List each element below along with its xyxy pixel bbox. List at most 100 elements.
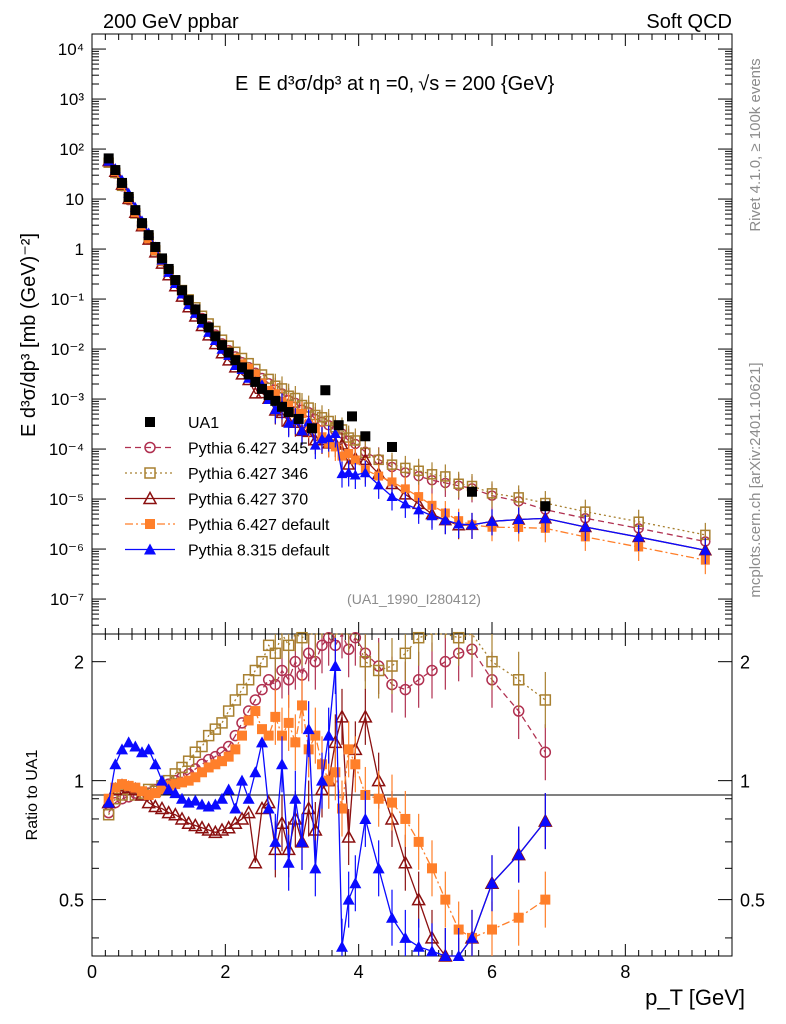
main-point-p8 — [426, 510, 438, 521]
ratio-point-p8 — [242, 792, 255, 804]
ratio-point-p64def — [540, 894, 551, 905]
main-point-p64def — [297, 409, 307, 419]
ratio-point-p64def — [257, 724, 267, 735]
ratio-point-p346 — [229, 694, 242, 706]
y-tick-label: 10⁻⁴ — [49, 440, 84, 459]
main-point-p346 — [513, 492, 524, 503]
ratio-point-p346 — [262, 639, 275, 652]
main-point-p346 — [400, 462, 411, 474]
ratio-point-p64def — [270, 711, 281, 722]
main-point-p8 — [439, 514, 451, 525]
ratio-point-p64def — [263, 730, 274, 741]
ratio-line-p346 — [108, 632, 546, 815]
ratio-point-p64def — [250, 706, 261, 717]
ratio-point-p346 — [412, 631, 425, 644]
ratio-point-p370 — [241, 805, 256, 819]
main-point-p8 — [373, 479, 385, 490]
ratio-point-p346 — [359, 655, 372, 668]
ratio-point-p8 — [336, 940, 348, 952]
legend-marker — [144, 467, 156, 479]
ua1-point — [217, 340, 227, 351]
ratio-point-p8 — [372, 862, 385, 874]
ratio-point-p346 — [169, 768, 182, 780]
ratio-point-p8 — [426, 945, 438, 957]
ua1-point — [250, 376, 261, 387]
ratio-point-p64def — [143, 789, 154, 800]
ratio-point-p346 — [102, 808, 115, 821]
main-point-p64def — [414, 492, 424, 502]
ua1-point — [230, 355, 241, 366]
ua1-point — [143, 230, 154, 241]
main-point-p8 — [486, 515, 498, 526]
ua1-point — [170, 275, 181, 286]
ratio-point-p346 — [256, 655, 268, 668]
y-tick-label: 10 — [65, 190, 84, 209]
ratio-point-p64def — [400, 813, 411, 824]
ratio-point-p8 — [269, 835, 282, 847]
ua1-point — [137, 218, 147, 229]
ratio-point-p8 — [216, 792, 228, 804]
ua1-point — [110, 165, 121, 176]
x-tick-label: 0 — [87, 962, 97, 982]
plot-title-obs: E d³σ/dp³ at η =0, — [258, 73, 414, 95]
ratio-point-p64def — [237, 730, 247, 741]
ratio-point-p64def — [150, 788, 161, 799]
main-series-p64def — [104, 156, 710, 575]
main-point-p64def — [250, 369, 260, 379]
ratio-point-p8 — [539, 815, 552, 827]
ua1-point — [177, 285, 187, 296]
ratio-point-p8 — [512, 848, 525, 860]
ua1-point — [190, 304, 201, 315]
ratio-point-p8 — [349, 877, 362, 889]
ratio-point-p64def — [513, 912, 524, 923]
header-left-title: 200 GeV ppbar — [103, 11, 239, 33]
ratio-tick-label-right: 0.5 — [740, 891, 765, 911]
ratio-point-p8 — [309, 862, 322, 874]
side-label-bottom: mcplots.cern.ch [arXiv:2401.10621] — [747, 362, 764, 597]
ua1-point — [123, 191, 134, 202]
ratio-point-p64def — [330, 767, 341, 778]
ratio-point-p370 — [358, 709, 373, 723]
ratio-point-p370 — [174, 811, 190, 825]
ratio-point-p64def — [283, 717, 294, 728]
ratio-point-p370 — [181, 815, 196, 830]
y-tick-label: 10⁻³ — [50, 390, 84, 409]
ratio-point-p8 — [136, 746, 148, 758]
ratio-point-p345 — [262, 674, 275, 686]
ratio-point-p64def — [310, 730, 321, 741]
ua1-series — [103, 153, 551, 512]
ratio-tick-label-left: 2 — [74, 653, 84, 673]
ua1-point — [283, 407, 294, 418]
y-tick-label: 10⁻⁵ — [49, 490, 84, 509]
main-point-p8 — [633, 531, 645, 542]
ratio-point-p370 — [234, 811, 250, 825]
main-point-p64def — [244, 363, 254, 373]
ratio-point-p345 — [249, 694, 262, 706]
main-point-p8 — [329, 427, 341, 438]
ratio-point-p345 — [289, 655, 302, 668]
ratio-point-p370 — [221, 820, 236, 834]
ratio-point-p8 — [316, 774, 328, 786]
legend: UA1 Pythia 6.427 345 Pythia 6.427 346 Pythi… — [125, 415, 330, 560]
ratio-point-p64def — [177, 777, 187, 788]
ratio-point-p64def — [487, 924, 497, 935]
ratio-point-p64def — [427, 863, 437, 874]
ratio-point-p64def — [157, 784, 167, 795]
main-point-p8 — [283, 417, 295, 428]
ratio-point-p8 — [256, 736, 268, 748]
x-tick-label: 8 — [620, 962, 630, 982]
x-tick-label: 2 — [220, 962, 230, 982]
main-point-p8 — [343, 466, 355, 477]
ratio-point-p345 — [399, 683, 412, 696]
ratio-point-p346 — [209, 723, 222, 735]
ratio-point-p346 — [399, 647, 412, 660]
ratio-point-p8 — [116, 743, 128, 755]
y-tick-label: 10⁻⁷ — [50, 590, 84, 609]
ua1-point — [257, 383, 267, 394]
ratio-point-p64def — [110, 782, 121, 793]
main-point-p8 — [399, 498, 411, 509]
ua1-point — [277, 401, 287, 412]
ua1-point — [183, 295, 194, 306]
main-point-p8 — [309, 439, 321, 450]
